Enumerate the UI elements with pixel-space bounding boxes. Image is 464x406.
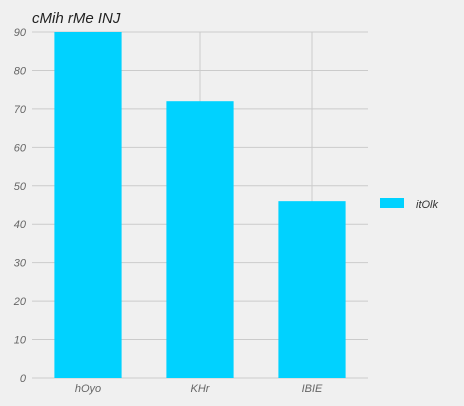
- bar-hOyo: [54, 32, 122, 378]
- y-tick-label: 0: [20, 373, 27, 385]
- x-axis-ticks: hOyo KHr IBIE: [75, 383, 323, 395]
- x-tick-label: KHr: [191, 383, 211, 395]
- x-tick-label: IBIE: [302, 383, 323, 395]
- bar-IBIE: [278, 201, 346, 378]
- y-tick-label: 80: [14, 65, 27, 77]
- y-tick-label: 50: [14, 181, 27, 193]
- y-tick-label: 10: [14, 335, 27, 347]
- legend-label: itOlk: [416, 199, 439, 211]
- bars: [54, 32, 346, 378]
- x-tick-label: hOyo: [75, 383, 101, 395]
- y-tick-label: 20: [13, 296, 27, 308]
- legend-swatch: [380, 198, 404, 208]
- chart-title: cMih rMe INJ: [32, 10, 121, 27]
- y-tick-label: 30: [14, 258, 27, 270]
- y-tick-label: 60: [14, 142, 27, 154]
- y-tick-label: 40: [14, 219, 27, 231]
- y-tick-label: 90: [14, 27, 27, 39]
- bar-KHr: [166, 101, 234, 378]
- y-axis-ticks: 0 10 20 30 40 50 60 70 80 90: [13, 27, 27, 385]
- y-tick-label: 70: [14, 104, 27, 116]
- legend: itOlk: [380, 198, 439, 211]
